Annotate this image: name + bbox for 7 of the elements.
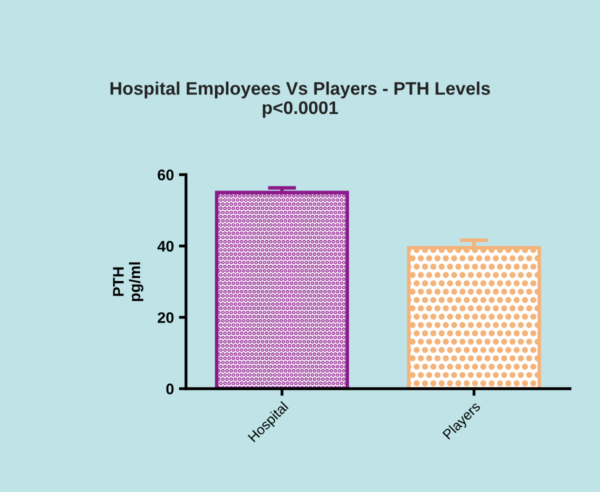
chart-title: Hospital Employees Vs Players - PTH Levels bbox=[110, 82, 490, 98]
y-axis-title: PTH pg/ml bbox=[113, 262, 144, 302]
y-tick-label: 20 bbox=[158, 312, 174, 324]
y-tick-label: 40 bbox=[157, 240, 174, 252]
y-tick-label: 0 bbox=[166, 384, 174, 394]
chart-subtitle: p<0.0001 bbox=[262, 101, 338, 118]
y-tick-label: 60 bbox=[158, 170, 174, 180]
